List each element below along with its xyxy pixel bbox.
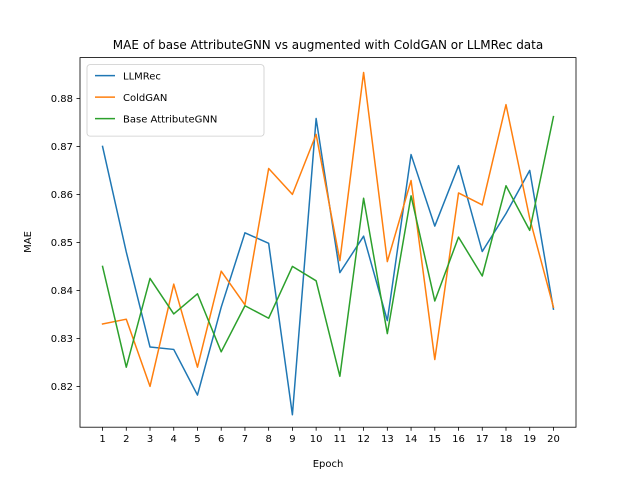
legend-label-base-attributegnn: Base AttributeGNN [123, 115, 217, 126]
x-tick-label: 7 [242, 434, 248, 445]
series-line-coldgan [101, 71, 555, 388]
y-axis-ticks: 0.82 0.83 0.84 0.85 0.86 0.87 0.88 [51, 94, 80, 393]
y-tick-label: 0.82 [51, 382, 73, 393]
series-line-base-attributegnn [101, 115, 555, 378]
x-axis-label: Epoch [313, 459, 344, 470]
x-tick-label: 8 [265, 434, 271, 445]
legend-label-coldgan: ColdGAN [123, 93, 167, 104]
x-tick-label: 17 [476, 434, 489, 445]
legend-box [86, 64, 265, 137]
x-tick-label: 14 [405, 434, 418, 445]
y-tick-label: 0.83 [51, 334, 73, 345]
x-tick-label: 15 [428, 434, 441, 445]
x-tick-label: 3 [147, 434, 153, 445]
y-tick-label: 0.88 [51, 94, 73, 105]
y-tick-label: 0.86 [51, 190, 73, 201]
x-tick-label: 12 [357, 434, 370, 445]
chart-title: MAE of base AttributeGNN vs augmented wi… [113, 38, 543, 52]
axes-frame [79, 57, 577, 428]
legend: LLMRec ColdGAN Base AttributeGNN [86, 64, 265, 137]
y-tick-label: 0.85 [51, 238, 73, 249]
x-tick-label: 1 [99, 434, 105, 445]
x-tick-label: 20 [547, 434, 560, 445]
x-tick-label: 11 [333, 434, 346, 445]
x-tick-label: 2 [123, 434, 129, 445]
x-tick-label: 19 [523, 434, 536, 445]
legend-label-llmrec: LLMRec [123, 72, 161, 83]
x-tick-label: 13 [381, 434, 394, 445]
x-tick-label: 9 [289, 434, 295, 445]
x-tick-label: 4 [171, 434, 177, 445]
y-tick-label: 0.84 [51, 286, 73, 297]
x-tick-label: 6 [218, 434, 224, 445]
plot-area [101, 71, 555, 416]
y-tick-label: 0.87 [51, 142, 73, 153]
y-axis-label: MAE [23, 231, 34, 253]
x-tick-label: 5 [194, 434, 200, 445]
x-axis-ticks: 1 2 3 4 5 6 7 8 9 10 11 12 13 14 15 16 17 18 19 20 [99, 427, 560, 445]
x-tick-label: 16 [452, 434, 465, 445]
x-tick-label: 18 [500, 434, 513, 445]
x-tick-label: 10 [310, 434, 323, 445]
